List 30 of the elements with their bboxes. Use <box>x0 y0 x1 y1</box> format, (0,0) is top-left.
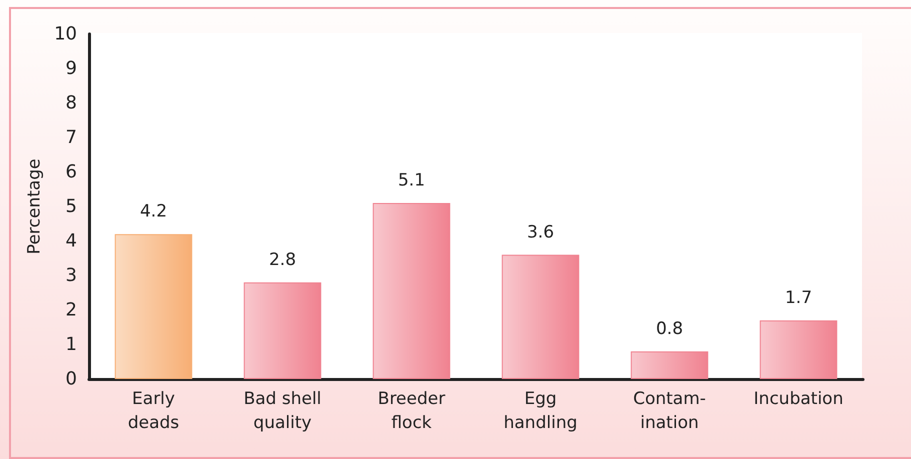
y-tick-label: 10 <box>54 24 77 44</box>
bar <box>630 351 708 379</box>
y-tick-label: 4 <box>66 230 77 252</box>
data-label: 3.6 <box>526 222 554 242</box>
bar <box>760 320 838 379</box>
data-label: 5.1 <box>398 170 426 191</box>
x-tick-label: Early deads <box>128 389 180 433</box>
bar <box>244 282 322 379</box>
data-label: 0.8 <box>656 318 684 339</box>
y-tick-label: 7 <box>66 127 77 148</box>
y-tick-label: 5 <box>66 196 77 217</box>
bar <box>372 203 450 379</box>
y-axis-title: Percentage <box>24 158 45 254</box>
y-tick-label: 9 <box>66 58 77 79</box>
y-tick-label: 8 <box>66 92 77 114</box>
x-tick-label: Bad shell quality <box>244 389 322 433</box>
x-tick-label: Egg handling <box>504 389 578 433</box>
data-label: 2.8 <box>268 250 296 270</box>
x-tick-label: Contam- ination <box>633 389 706 433</box>
data-label: 1.7 <box>784 288 812 308</box>
y-tick-label: 3 <box>66 265 77 286</box>
y-tick-label: 0 <box>66 368 77 390</box>
bar <box>114 234 192 379</box>
x-tick-label: Breeder flock <box>378 389 446 433</box>
bar <box>502 254 580 379</box>
data-label: 4.2 <box>140 202 168 222</box>
y-tick-label: 6 <box>66 162 77 182</box>
y-tick-label: 2 <box>66 300 77 320</box>
y-tick-label: 1 <box>66 334 77 355</box>
x-tick-label: Incubation <box>754 389 844 409</box>
